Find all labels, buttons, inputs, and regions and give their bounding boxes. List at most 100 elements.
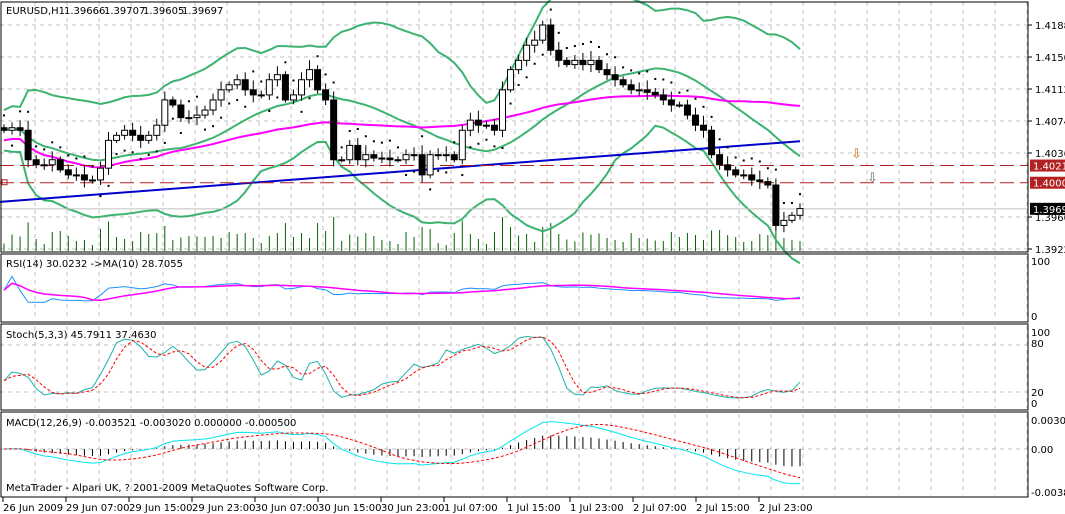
time-tick-label: 29 Jun 07:00 bbox=[66, 503, 130, 514]
candle-body bbox=[531, 39, 539, 46]
candle-body bbox=[547, 24, 555, 51]
stoch-label: Stoch(5,3,3) 45.7911 37.4630 bbox=[6, 330, 157, 341]
parabolic-sar-dot bbox=[99, 195, 102, 198]
parabolic-sar-dot bbox=[396, 146, 399, 149]
time-tick-label: 1 Jul 07:00 bbox=[444, 503, 498, 514]
candle-body bbox=[627, 84, 635, 91]
parabolic-sar-dot bbox=[139, 157, 142, 160]
pane-frame bbox=[0, 323, 1029, 411]
candle-body bbox=[515, 59, 523, 71]
candle-body bbox=[281, 74, 289, 101]
price-tick-label: 1.40360 bbox=[1035, 149, 1065, 160]
level-price-tag bbox=[1030, 159, 1065, 172]
pane-frames bbox=[0, 1, 1029, 498]
parabolic-sar-dot bbox=[43, 148, 46, 151]
parabolic-sar-dot bbox=[750, 157, 753, 160]
parabolic-sar-dot bbox=[437, 169, 440, 172]
candle-body bbox=[129, 129, 137, 136]
stochastic-pane[interactable] bbox=[3, 335, 801, 399]
chart-symbol: EURUSD,H1 bbox=[6, 6, 65, 17]
candle-body bbox=[772, 184, 780, 226]
candle-body bbox=[764, 181, 772, 186]
parabolic-sar-dot bbox=[388, 139, 391, 142]
parabolic-sar-dot bbox=[51, 141, 54, 144]
parabolic-sar-dot bbox=[131, 151, 134, 154]
candle-body bbox=[297, 79, 305, 96]
sell-arrow-icon: ⇩ bbox=[867, 171, 878, 186]
candle-body bbox=[402, 154, 410, 161]
candle-body bbox=[643, 89, 651, 93]
parabolic-sar-dot bbox=[413, 170, 416, 173]
parabolic-sar-dot bbox=[356, 128, 359, 131]
candle-body bbox=[145, 134, 153, 141]
parabolic-sar-dot bbox=[525, 76, 528, 79]
parabolic-sar-dot bbox=[630, 69, 633, 72]
candle-body bbox=[555, 49, 563, 61]
parabolic-sar-dot bbox=[236, 99, 239, 102]
parabolic-sar-dot bbox=[405, 174, 408, 177]
candle-body bbox=[700, 124, 708, 131]
parabolic-sar-dot bbox=[710, 115, 713, 118]
parabolic-sar-dot bbox=[220, 116, 223, 119]
pane-frame bbox=[0, 253, 1029, 323]
parabolic-sar-dot bbox=[646, 70, 649, 73]
rsi-pane[interactable] bbox=[3, 275, 801, 303]
parabolic-sar-dot bbox=[19, 110, 22, 113]
candle-body bbox=[161, 99, 169, 126]
parabolic-sar-dot bbox=[509, 102, 512, 105]
parabolic-sar-dot bbox=[3, 114, 5, 117]
candle-body bbox=[450, 154, 458, 161]
parabolic-sar-dot bbox=[597, 45, 600, 48]
candle-body bbox=[595, 59, 603, 71]
axes: 1.41880 1.41500 1.41120 1.40740 1.40360 1.396… bbox=[2, 21, 1065, 514]
parabolic-sar-dot bbox=[429, 188, 432, 191]
ohlc-open: 1.39666 bbox=[64, 6, 105, 17]
bollinger-middle bbox=[3, 67, 801, 162]
candle-body bbox=[8, 127, 16, 131]
candle-body bbox=[72, 174, 80, 177]
parabolic-sar-dot bbox=[606, 53, 609, 56]
parabolic-sar-dot bbox=[195, 95, 198, 98]
stoch-signal-line bbox=[3, 336, 801, 399]
parabolic-sar-dot bbox=[726, 146, 729, 149]
stoch-tick-label: 20 bbox=[1031, 388, 1044, 399]
candle-body bbox=[796, 208, 804, 216]
parabolic-sar-dot bbox=[300, 110, 303, 113]
current-price-label: 1.39697 bbox=[1033, 205, 1065, 216]
parabolic-sar-dot bbox=[694, 97, 697, 100]
candle-body bbox=[185, 117, 193, 120]
candle-body bbox=[691, 114, 699, 126]
parabolic-sar-dot bbox=[421, 135, 424, 138]
candle-body bbox=[121, 129, 129, 136]
rsi-line bbox=[3, 275, 801, 303]
parabolic-sar-dot bbox=[557, 31, 560, 34]
candle-body bbox=[32, 159, 40, 166]
parabolic-sar-dot bbox=[348, 130, 351, 133]
parabolic-sar-dot bbox=[549, 8, 552, 11]
candle-body bbox=[667, 99, 675, 106]
parabolic-sar-dot bbox=[517, 83, 520, 86]
candle-body bbox=[257, 94, 265, 97]
stoch-tick-label: 0 bbox=[1031, 399, 1037, 410]
parabolic-sar-dot bbox=[204, 128, 207, 131]
parabolic-sar-dot bbox=[340, 146, 343, 149]
parabolic-sar-dot bbox=[179, 131, 182, 134]
candle-body bbox=[24, 129, 32, 161]
candle-body bbox=[169, 99, 177, 106]
parabolic-sar-dot bbox=[501, 147, 504, 149]
time-tick-label: 2 Jul 23:00 bbox=[759, 503, 813, 514]
macd-pane[interactable] bbox=[3, 421, 801, 485]
candle-body bbox=[56, 159, 64, 171]
price-pane[interactable]: ⇩⇩ bbox=[0, 0, 1028, 265]
grid bbox=[0, 2, 1028, 495]
parabolic-sar-dot bbox=[622, 66, 625, 69]
parabolic-sar-dot bbox=[35, 145, 38, 148]
candle-body bbox=[635, 89, 643, 92]
candle-body bbox=[466, 119, 474, 131]
candle-body bbox=[330, 99, 338, 161]
candle-body bbox=[603, 69, 611, 76]
parabolic-sar-dot bbox=[244, 105, 247, 108]
candle-body bbox=[193, 114, 201, 119]
